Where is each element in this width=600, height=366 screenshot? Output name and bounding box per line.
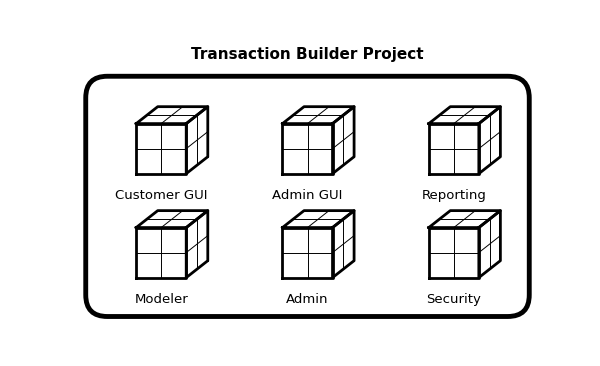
Polygon shape — [136, 210, 208, 228]
Polygon shape — [429, 107, 500, 124]
Polygon shape — [479, 107, 500, 173]
Text: Customer GUI: Customer GUI — [115, 189, 208, 202]
Text: Transaction Builder Project: Transaction Builder Project — [191, 47, 424, 62]
Polygon shape — [283, 124, 332, 173]
FancyBboxPatch shape — [86, 76, 529, 317]
Polygon shape — [186, 210, 208, 278]
Polygon shape — [136, 124, 186, 173]
Polygon shape — [429, 124, 479, 173]
Polygon shape — [283, 107, 354, 124]
Text: Reporting: Reporting — [421, 189, 486, 202]
Text: Modeler: Modeler — [134, 293, 188, 306]
Polygon shape — [429, 210, 500, 228]
Polygon shape — [136, 107, 208, 124]
Text: Security: Security — [427, 293, 481, 306]
Polygon shape — [479, 210, 500, 278]
Text: Admin GUI: Admin GUI — [272, 189, 343, 202]
Polygon shape — [283, 228, 332, 278]
Polygon shape — [186, 107, 208, 173]
Polygon shape — [332, 210, 354, 278]
Text: Admin: Admin — [286, 293, 329, 306]
Polygon shape — [332, 107, 354, 173]
Polygon shape — [283, 210, 354, 228]
Polygon shape — [429, 228, 479, 278]
Polygon shape — [136, 228, 186, 278]
